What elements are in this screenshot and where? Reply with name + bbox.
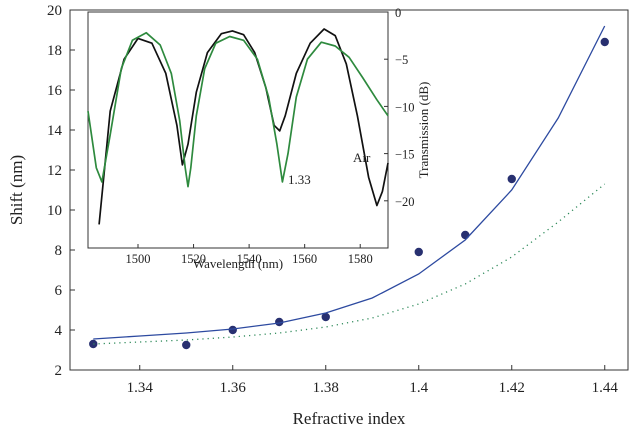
main-y-tick-label: 2 <box>55 363 63 379</box>
inset-x-axis-label: Wavelength (nm) <box>193 256 283 271</box>
main-y-tick-label: 6 <box>55 283 63 299</box>
inset-x-tick-label: 1580 <box>348 252 373 266</box>
main-data-point <box>182 340 191 350</box>
main-data-point <box>600 37 609 47</box>
main-y-tick-label: 18 <box>47 43 62 59</box>
main-y-tick-label: 8 <box>55 243 63 259</box>
inset-1-33-spectrum <box>87 31 389 188</box>
inset-x-tick-label: 1520 <box>181 252 206 266</box>
main-x-tick-label: 1.36 <box>220 380 247 396</box>
inset-air-spectrum <box>98 28 389 225</box>
main-x-tick-label: 1.4 <box>409 380 428 396</box>
inset-series-layer <box>87 28 389 225</box>
main-series-layer <box>89 25 609 350</box>
main-data-point <box>228 325 237 335</box>
main-y-tick-label: 20 <box>47 3 62 19</box>
inset-y-tick-label: −10 <box>395 100 415 114</box>
main-fit-curve <box>93 25 606 340</box>
main-y-axis-label: Shift (nm) <box>7 155 26 225</box>
main-axis-ticks: 1.34 1.36 1.38 1.4 1.42 1.44 2 4 6 8 10 12 14 16 18 20 <box>47 3 618 396</box>
main-data-point <box>461 230 470 240</box>
main-x-tick-label: 1.42 <box>499 380 525 396</box>
main-x-tick-label: 1.38 <box>313 380 339 396</box>
main-y-tick-label: 4 <box>55 323 63 339</box>
main-y-tick-label: 10 <box>47 203 62 219</box>
main-plot-frame <box>69 9 629 371</box>
inset-y-axis-label: Transmission (dB) <box>416 82 431 179</box>
inset-x-tick-label: 1540 <box>237 252 262 266</box>
main-data-point <box>507 174 516 184</box>
main-data-point <box>321 312 330 322</box>
inset-axis-ticks: 1500 1520 1540 1560 1580 0 −5 −10 −15 −20 <box>126 6 415 266</box>
inset-y-tick-label: −15 <box>395 148 415 162</box>
main-x-axis-label: Refractive index <box>293 409 406 428</box>
main-x-tick-label: 1.44 <box>592 380 619 396</box>
inset-y-tick-label: 0 <box>395 6 401 20</box>
inset-chart: 1500 1520 1540 1560 1580 0 −5 −10 −15 −20 Wavelen… <box>87 6 431 271</box>
main-y-tick-label: 14 <box>47 123 63 139</box>
main-y-tick-label: 12 <box>47 163 62 179</box>
inset-x-tick-label: 1560 <box>292 252 317 266</box>
main-data-point <box>89 339 98 349</box>
main-x-tick-label: 1.34 <box>127 380 154 396</box>
main-dotted-curve <box>93 183 606 345</box>
main-y-tick-label: 16 <box>47 83 63 99</box>
inset-y-tick-label: −20 <box>395 195 415 209</box>
inset-x-tick-label: 1500 <box>126 252 151 266</box>
inset-y-tick-label: −5 <box>395 53 408 67</box>
inset-plot-frame <box>87 11 389 249</box>
inset-annotation-air: Air <box>353 150 371 165</box>
main-data-point <box>275 317 284 327</box>
main-data-point <box>414 247 423 257</box>
inset-annotation-1-33: 1.33 <box>288 172 311 187</box>
